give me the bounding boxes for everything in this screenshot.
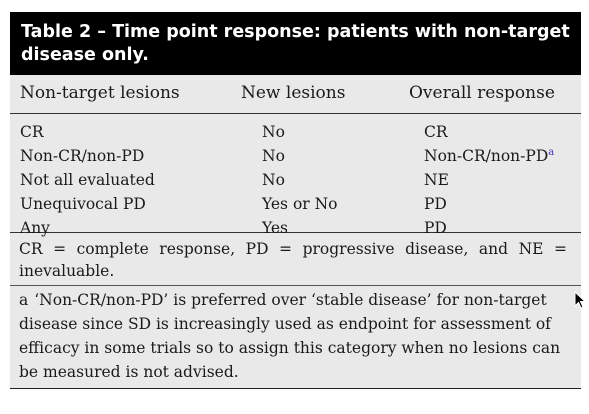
footnote-text: ‘Non-CR/non-PD’ is preferred over ‘stabl… <box>19 291 561 381</box>
column-header-new-lesions: New lesions <box>241 83 346 103</box>
column-header-non-target-lesions: Non-target lesions <box>20 83 180 103</box>
cell-overall: PD <box>424 195 447 213</box>
cell-new-lesions: No <box>262 123 285 141</box>
cell-non-target: Any <box>20 219 50 237</box>
footnote-ref[interactable]: a <box>548 147 555 158</box>
cell-overall: NE <box>424 171 449 189</box>
abbreviation-note: CR = complete response, PD = progressive… <box>10 233 581 286</box>
cell-new-lesions: No <box>262 171 285 189</box>
table-row: Unequivocal PD Yes or No PD <box>10 195 581 219</box>
column-header-overall-response: Overall response <box>409 83 555 103</box>
cell-non-target: Not all evaluated <box>20 171 155 189</box>
cell-non-target: CR <box>20 123 44 141</box>
table-title: Table 2 – Time point response: patients … <box>10 12 581 75</box>
table-header-row: Non-target lesions New lesions Overall r… <box>10 75 581 114</box>
cell-overall-text: Non-CR/non-PD <box>424 147 549 166</box>
table-row: Not all evaluated No NE <box>10 171 581 195</box>
table-row: CR No CR <box>10 123 581 147</box>
cell-new-lesions: No <box>262 147 285 165</box>
table-row: Non-CR/non-PD No Non-CR/non-PDa <box>10 147 581 171</box>
footnote: a ‘Non-CR/non-PD’ is preferred over ‘stab… <box>10 286 581 388</box>
cell-non-target: Unequivocal PD <box>20 195 146 213</box>
cell-non-target: Non-CR/non-PD <box>20 147 145 165</box>
cell-new-lesions: Yes or No <box>262 195 338 213</box>
table-row: Any Yes PD <box>10 219 581 243</box>
cell-new-lesions: Yes <box>262 219 289 237</box>
table-body: CR No CR Non-CR/non-PD No Non-CR/non-PDa… <box>10 114 581 237</box>
footnote-mark: a <box>19 291 29 309</box>
response-table: Table 2 – Time point response: patients … <box>10 12 581 389</box>
cell-overall: PD <box>424 219 447 237</box>
cell-overall: Non-CR/non-PDa <box>424 147 554 165</box>
mouse-pointer-icon <box>574 291 586 309</box>
cell-overall: CR <box>424 123 448 141</box>
